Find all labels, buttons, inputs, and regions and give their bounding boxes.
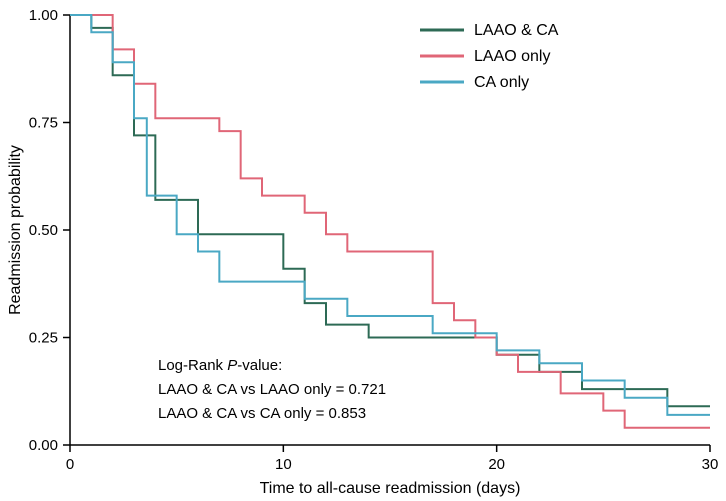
series-line xyxy=(70,15,710,415)
legend-label: LAAO & CA xyxy=(474,22,559,39)
chart-svg: 0 10 20 30 Time to all-cause readmission (da… xyxy=(0,0,726,501)
series-line xyxy=(70,15,710,406)
y-tick-label: 0.75 xyxy=(29,115,58,132)
annotation-line: Log-Rank P-value: xyxy=(158,357,282,374)
x-tick-label: 20 xyxy=(488,456,505,473)
x-tick-label: 0 xyxy=(66,456,74,473)
y-tick-label: 0.00 xyxy=(29,437,58,454)
x-axis-title: Time to all-cause readmission (days) xyxy=(260,480,521,497)
km-chart: 0 10 20 30 Time to all-cause readmission (da… xyxy=(0,0,726,501)
annotation-line: LAAO & CA vs CA only = 0.853 xyxy=(158,405,366,422)
y-tick-label: 1.00 xyxy=(29,7,58,24)
legend-label: CA only xyxy=(474,74,529,91)
legend-label: LAAO only xyxy=(474,48,550,65)
x-tick-label: 30 xyxy=(702,456,719,473)
annotation-line: LAAO & CA vs LAAO only = 0.721 xyxy=(158,381,386,398)
x-tick-label: 10 xyxy=(275,456,292,473)
y-tick-label: 0.50 xyxy=(29,222,58,239)
y-tick-label: 0.25 xyxy=(29,330,58,347)
y-axis-title: Readmission probability xyxy=(7,145,24,315)
